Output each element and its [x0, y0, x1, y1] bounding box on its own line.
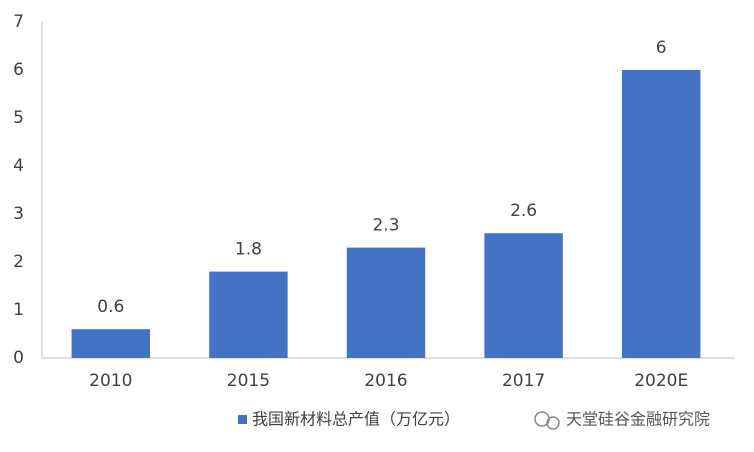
watermark-icon — [546, 416, 560, 430]
data-label: 2.3 — [372, 216, 399, 236]
legend-swatch — [238, 415, 247, 424]
y-tick-label: 1 — [13, 300, 24, 320]
y-tick-label: 3 — [13, 204, 24, 224]
x-tick-label: 2017 — [502, 371, 545, 391]
x-tick-label: 2010 — [89, 371, 132, 391]
y-tick-label: 5 — [13, 108, 24, 128]
bar — [484, 233, 563, 358]
x-tick-label: 2016 — [364, 371, 407, 391]
data-label: 6 — [656, 38, 667, 58]
data-label: 0.6 — [97, 297, 124, 317]
y-tick-label: 6 — [13, 60, 24, 80]
data-label: 2.6 — [510, 201, 537, 221]
x-tick-label: 2020E — [634, 371, 688, 391]
bar — [621, 70, 701, 358]
bar — [71, 329, 151, 358]
x-tick-label: 2015 — [227, 371, 270, 391]
bar — [346, 247, 426, 358]
watermark-text: 天堂硅谷金融研究院 — [566, 410, 710, 429]
watermark: 天堂硅谷金融研究院 — [534, 410, 710, 430]
y-tick-label: 7 — [13, 12, 24, 32]
y-tick-label: 2 — [13, 252, 24, 272]
legend-label: 我国新材料总产值（万亿元） — [252, 410, 460, 429]
y-tick-label: 4 — [13, 156, 24, 176]
data-label: 1.8 — [235, 240, 262, 260]
y-tick-label: 0 — [13, 348, 24, 368]
bar — [209, 271, 288, 358]
